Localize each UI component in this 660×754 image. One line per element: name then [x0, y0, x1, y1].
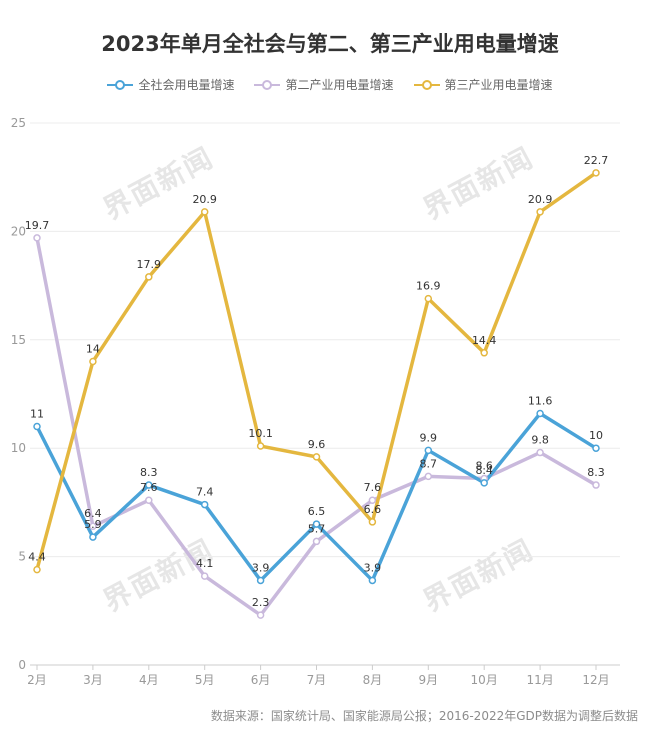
data-label: 16.9	[416, 280, 441, 293]
data-label: 6.5	[308, 505, 326, 518]
data-label: 9.8	[531, 434, 549, 447]
legend-marker	[254, 79, 281, 91]
data-point	[312, 537, 321, 546]
data-point	[33, 422, 41, 431]
x-tick-label: 8月	[363, 673, 383, 687]
data-label: 20.9	[192, 193, 217, 206]
legend-marker	[107, 79, 134, 91]
y-tick-label: 10	[11, 441, 26, 455]
data-label: 3.9	[364, 561, 382, 574]
data-label: 11	[30, 408, 44, 421]
data-label: 8.6	[475, 460, 493, 473]
watermark-text: 界面新闻	[418, 141, 539, 226]
y-tick-label: 15	[11, 333, 26, 347]
data-label: 14	[86, 342, 100, 355]
data-label: 3.9	[252, 561, 270, 574]
data-point	[256, 611, 265, 619]
data-label: 7.6	[140, 481, 158, 494]
data-point	[536, 409, 544, 418]
data-label: 7.4	[196, 486, 214, 499]
x-tick-label: 5月	[195, 673, 215, 687]
data-label: 14.4	[472, 334, 497, 347]
x-tick-label: 11月	[526, 673, 553, 687]
data-source-note: 数据来源：国家统计局、国家能源局公报；2016-2022年GDP数据为调整后数据	[210, 709, 638, 723]
data-label: 20.9	[528, 193, 553, 206]
data-point	[368, 496, 377, 504]
data-point	[200, 500, 209, 509]
data-point	[424, 446, 433, 455]
legend-item[interactable]: 全社会用电量增速	[107, 76, 234, 93]
y-tick-label: 0	[18, 658, 26, 672]
data-label: 8.3	[140, 466, 158, 479]
y-tick-label: 20	[11, 224, 26, 238]
data-point	[536, 208, 544, 216]
watermark-text: 界面新闻	[418, 533, 539, 618]
data-point	[89, 533, 97, 541]
data-label: 8.7	[420, 457, 438, 470]
data-label: 6.6	[364, 503, 382, 516]
data-label: 7.6	[364, 481, 382, 494]
data-label: 8.4	[475, 464, 493, 477]
data-point	[480, 479, 488, 487]
data-label: 6.4	[84, 507, 102, 520]
data-point	[145, 273, 153, 281]
data-point	[33, 234, 41, 242]
data-label: 22.7	[584, 154, 609, 167]
x-tick-label: 10月	[471, 673, 498, 687]
data-label: 2.3	[252, 596, 270, 609]
data-point	[256, 442, 265, 450]
x-tick-label: 9月	[418, 673, 438, 687]
x-tick-label: 6月	[251, 673, 271, 687]
legend-marker	[413, 79, 440, 91]
data-label: 4.1	[196, 557, 214, 570]
data-label: 17.9	[137, 258, 162, 271]
watermark-text: 界面新闻	[98, 141, 219, 226]
data-point	[368, 576, 377, 585]
data-point	[536, 448, 544, 457]
chart-legend[interactable]: 全社会用电量增速 第二产业用电量增速 第三产业用电量增速	[0, 76, 660, 93]
data-point	[145, 496, 153, 504]
data-point	[424, 294, 433, 303]
data-label: 8.3	[587, 466, 605, 479]
y-tick-label: 25	[11, 116, 26, 130]
data-point	[368, 518, 377, 526]
data-point	[424, 472, 433, 481]
data-point	[592, 444, 600, 452]
data-point	[200, 572, 209, 580]
x-tick-label: 3月	[83, 673, 103, 687]
y-tick-label: 5	[18, 550, 26, 564]
data-label: 5.9	[84, 518, 102, 531]
x-tick-label: 2月	[27, 673, 47, 687]
data-label: 9.9	[420, 431, 438, 444]
data-point	[312, 453, 321, 461]
legend-label: 第三产业用电量增速	[444, 78, 553, 92]
legend-label: 第二产业用电量增速	[285, 78, 394, 92]
data-point	[592, 169, 600, 177]
data-point	[592, 481, 600, 489]
data-label: 11.6	[528, 395, 553, 408]
data-point	[89, 522, 97, 530]
data-point	[256, 576, 265, 585]
data-point	[145, 481, 153, 489]
chart-title: 2023年单月全社会与第二、第三产业用电量增速	[101, 32, 559, 56]
data-label: 10	[589, 429, 603, 442]
legend-item[interactable]: 第二产业用电量增速	[254, 76, 394, 93]
data-point	[480, 349, 488, 357]
data-point	[89, 357, 97, 366]
data-label: 9.6	[308, 438, 326, 451]
data-point	[33, 565, 41, 574]
data-label: 5.7	[308, 522, 326, 535]
data-point	[312, 520, 321, 528]
data-label: 10.1	[248, 427, 273, 440]
legend-item[interactable]: 第三产业用电量增速	[413, 76, 553, 93]
data-point	[200, 208, 209, 216]
legend-label: 全社会用电量增速	[138, 78, 235, 92]
x-tick-label: 7月	[307, 673, 327, 687]
x-tick-label: 4月	[139, 673, 159, 687]
x-tick-label: 12月	[582, 673, 609, 687]
data-label: 19.7	[25, 219, 50, 232]
data-label: 4.4	[28, 551, 46, 564]
